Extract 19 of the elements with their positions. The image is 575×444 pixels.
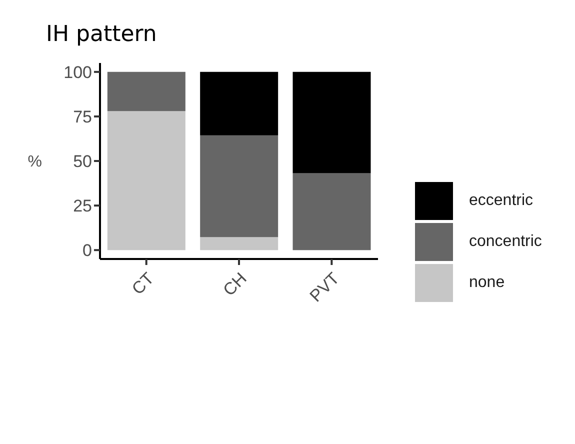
y-tick-label: 100 bbox=[64, 62, 92, 82]
x-tick-label: CT bbox=[128, 268, 158, 298]
x-tick-label: CH bbox=[220, 268, 250, 300]
bar bbox=[107, 72, 186, 112]
bar bbox=[292, 173, 371, 250]
y-axis-title: % bbox=[28, 154, 42, 171]
legend-label: eccentric bbox=[469, 192, 534, 210]
y-tick-label: 25 bbox=[73, 196, 92, 216]
bar bbox=[107, 111, 186, 250]
bar bbox=[200, 237, 278, 250]
legend-label: none bbox=[469, 274, 505, 292]
bar bbox=[200, 72, 278, 136]
y-tick-label: 0 bbox=[82, 241, 92, 260]
y-tick-label: 50 bbox=[73, 152, 92, 172]
chart-title: IH pattern bbox=[46, 22, 157, 47]
legend-label: concentric bbox=[469, 232, 542, 250]
bar bbox=[200, 135, 278, 238]
bar bbox=[292, 72, 371, 174]
y-tick-label: 75 bbox=[73, 107, 92, 126]
